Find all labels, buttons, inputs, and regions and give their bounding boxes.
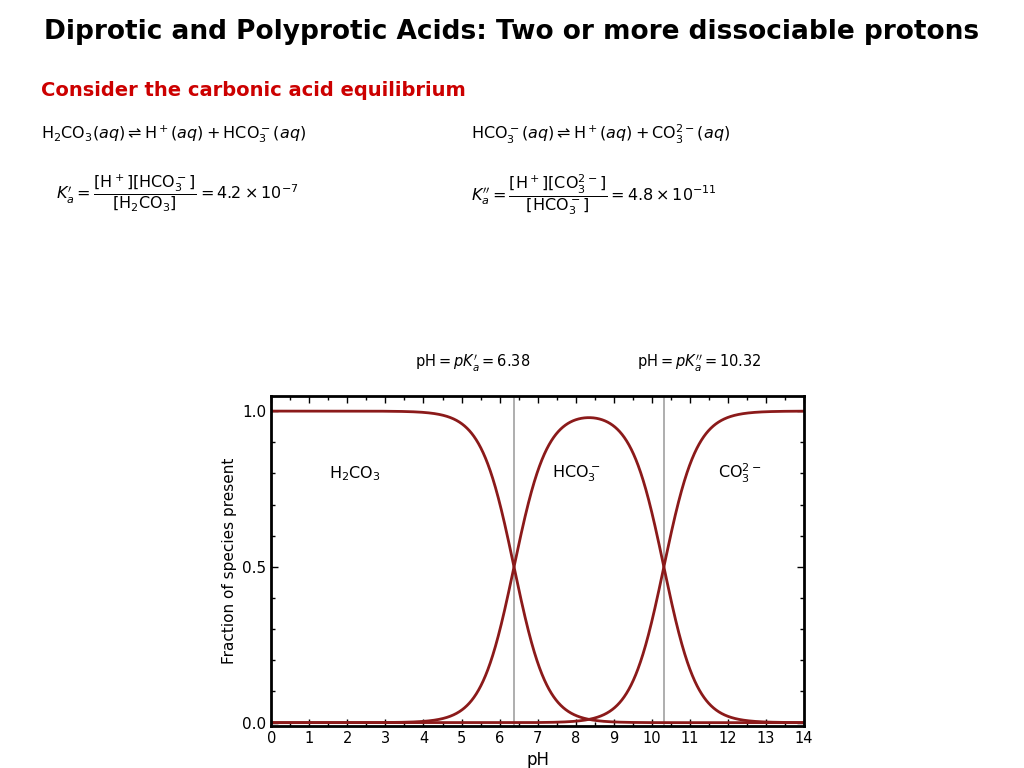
- Y-axis label: Fraction of species present: Fraction of species present: [222, 458, 237, 664]
- Text: $\mathrm{pH} = p\mathit{K}_a' = 6.38$: $\mathrm{pH} = p\mathit{K}_a' = 6.38$: [416, 353, 530, 374]
- Text: $\mathrm{CO_3^{2-}}$: $\mathrm{CO_3^{2-}}$: [718, 462, 761, 485]
- Text: Diprotic and Polyprotic Acids: Two or more dissociable protons: Diprotic and Polyprotic Acids: Two or mo…: [44, 19, 980, 45]
- Text: Consider the carbonic acid equilibrium: Consider the carbonic acid equilibrium: [41, 81, 466, 100]
- Text: $K_a' = \dfrac{[\mathrm{H^+}][\mathrm{HCO_3^-}]}{[\mathrm{H_2CO_3}]} = 4.2 \time: $K_a' = \dfrac{[\mathrm{H^+}][\mathrm{HC…: [56, 173, 299, 214]
- Text: $\mathrm{HCO_3^-}$: $\mathrm{HCO_3^-}$: [552, 463, 600, 484]
- Text: $\mathrm{H_2CO_3}$: $\mathrm{H_2CO_3}$: [329, 464, 381, 483]
- Text: $\mathrm{HCO_3^-}(aq) \rightleftharpoons \mathrm{H^+}(aq) + \mathrm{CO_3^{2-}}(a: $\mathrm{HCO_3^-}(aq) \rightleftharpoons…: [471, 123, 730, 146]
- X-axis label: pH: pH: [526, 751, 549, 768]
- Text: $K_a'' = \dfrac{[\mathrm{H^+}][\mathrm{CO_3^{2-}}]}{[\mathrm{HCO_3^-}]} = 4.8 \t: $K_a'' = \dfrac{[\mathrm{H^+}][\mathrm{C…: [471, 173, 717, 217]
- Text: $\mathrm{pH} = p\mathit{K}_a'' = 10.32$: $\mathrm{pH} = p\mathit{K}_a'' = 10.32$: [637, 353, 762, 374]
- Text: $\mathrm{H_2CO_3}(aq) \rightleftharpoons \mathrm{H^+}(aq) + \mathrm{HCO_3^-}(aq): $\mathrm{H_2CO_3}(aq) \rightleftharpoons…: [41, 123, 306, 144]
